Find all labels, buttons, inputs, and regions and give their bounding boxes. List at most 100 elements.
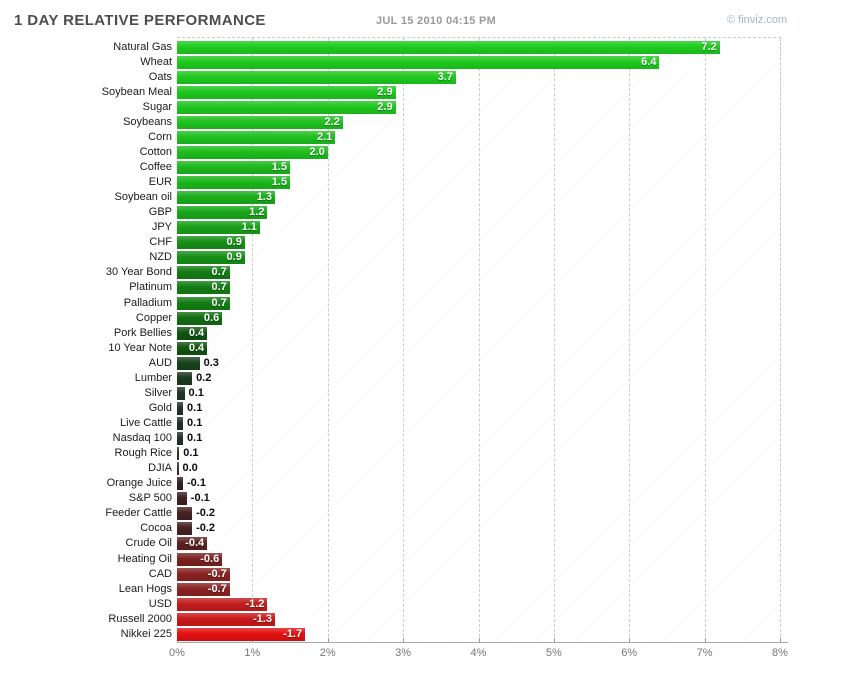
performance-bar — [177, 462, 179, 476]
bar-row: USD -1.2 — [0, 597, 864, 612]
value-label: 2.0 — [309, 145, 325, 158]
performance-bar: 7.2 — [177, 40, 720, 54]
performance-bar: -0.7 — [177, 567, 230, 581]
value-label: 0.1 — [183, 447, 199, 460]
x-axis-tick-label: 6% — [621, 647, 638, 659]
bar-row: Russell 2000 -1.3 — [0, 612, 864, 627]
performance-bar — [177, 417, 184, 430]
performance-bar — [177, 401, 184, 415]
value-label: 0.1 — [187, 401, 203, 414]
value-label: 3.7 — [437, 70, 453, 83]
category-label: Heating Oil — [117, 552, 172, 565]
category-label: DJIA — [148, 462, 172, 475]
bar-row: Wheat 6.4 — [0, 55, 864, 70]
category-label: NZD — [149, 251, 172, 264]
performance-bar: -1.3 — [177, 612, 275, 626]
category-label: Feeder Cattle — [105, 507, 172, 520]
bar-row: Feeder Cattle -0.2 — [0, 506, 864, 521]
performance-bar: 2.0 — [177, 145, 328, 159]
page-title: 1 DAY RELATIVE PERFORMANCE — [14, 12, 266, 29]
x-axis-tick — [629, 638, 631, 642]
performance-bar: 3.7 — [177, 70, 456, 84]
gridline-5pct — [553, 38, 555, 642]
x-axis-tick — [553, 638, 555, 642]
x-axis-line — [177, 642, 788, 643]
x-axis-tick — [478, 638, 480, 642]
value-label: -0.1 — [187, 477, 206, 490]
bar-row: Cotton 2.0 — [0, 145, 864, 160]
bar-row: Silver 0.1 — [0, 386, 864, 401]
value-label: -0.2 — [196, 507, 216, 520]
value-label: -0.4 — [185, 537, 205, 550]
bar-row: Sugar 2.9 — [0, 100, 864, 115]
performance-bar — [177, 432, 184, 446]
value-label: 1.1 — [241, 221, 257, 234]
x-axis-tick — [327, 638, 329, 642]
value-label: 0.1 — [188, 386, 204, 399]
value-label: -1.3 — [253, 612, 272, 625]
category-label: Pork Bellies — [113, 326, 172, 339]
bar-row: Platinum 0.7 — [0, 280, 864, 295]
value-label: 0.9 — [226, 236, 242, 249]
category-label: Crude Oil — [125, 537, 172, 550]
bar-row: Nasdaq 100 0.1 — [0, 431, 864, 446]
bar-row: Corn 2.1 — [0, 130, 864, 145]
category-label: Coffee — [139, 160, 172, 173]
x-axis-tick-label: 5% — [545, 647, 562, 659]
value-label: -1.7 — [283, 627, 303, 640]
category-label: Copper — [135, 311, 172, 324]
bar-row: Cocoa -0.2 — [0, 521, 864, 536]
finviz-watermark-link[interactable]: © finviz.com — [727, 14, 788, 26]
performance-bar — [177, 371, 193, 385]
x-axis-tick-label: 0% — [169, 647, 185, 659]
gridline-4pct — [478, 38, 480, 642]
performance-bar — [177, 356, 200, 370]
performance-bar: 1.5 — [177, 176, 291, 190]
performance-bar: 1.2 — [177, 206, 268, 220]
bar-row: Gold 0.1 — [0, 401, 864, 416]
performance-bar: -0.6 — [177, 552, 223, 566]
value-label: 1.3 — [256, 191, 272, 204]
category-label: Natural Gas — [113, 40, 172, 53]
performance-bar — [177, 492, 187, 506]
category-label: CAD — [148, 567, 172, 580]
bar-row: NZD 0.9 — [0, 250, 864, 265]
category-label: 10 Year Note — [108, 341, 172, 354]
category-label: Silver — [144, 386, 172, 399]
bar-row: Nikkei 225 -1.7 — [0, 627, 864, 642]
performance-bar: 0.7 — [177, 266, 230, 280]
performance-bar — [177, 507, 193, 521]
bar-row: JPY 1.1 — [0, 220, 864, 235]
performance-bar: 0.7 — [177, 296, 230, 310]
category-label: AUD — [148, 356, 172, 369]
performance-bar — [177, 386, 185, 400]
value-label: -0.6 — [200, 552, 220, 565]
value-label: 1.5 — [271, 160, 288, 173]
bar-row: Orange Juice -0.1 — [0, 476, 864, 491]
bar-row: Soybean oil 1.3 — [0, 190, 864, 205]
category-label: Corn — [148, 130, 172, 143]
performance-bar: 2.9 — [177, 100, 396, 114]
category-label: GBP — [148, 206, 172, 219]
value-label: 0.4 — [188, 341, 205, 354]
category-label: S&P 500 — [128, 492, 172, 505]
value-label: 0.1 — [187, 432, 203, 445]
value-label: -0.7 — [207, 582, 227, 595]
value-label: 0.0 — [182, 462, 198, 475]
bar-row: AUD 0.3 — [0, 356, 864, 371]
category-label: Sugar — [142, 100, 172, 113]
bar-row: Oats 3.7 — [0, 70, 864, 85]
category-label: Cocoa — [140, 522, 172, 535]
performance-bar: 0.7 — [177, 281, 230, 295]
category-label: Palladium — [123, 296, 172, 309]
bar-row: Rough Rice 0.1 — [0, 446, 864, 461]
x-axis-tick-label: 7% — [696, 647, 713, 659]
bar-row: GBP 1.2 — [0, 205, 864, 220]
bar-row: Natural Gas 7.2 — [0, 40, 864, 55]
value-label: 2.2 — [324, 115, 340, 128]
performance-bar: -0.4 — [177, 537, 208, 551]
value-label: 0.1 — [187, 417, 203, 429]
performance-bar — [177, 447, 180, 461]
category-label: EUR — [148, 176, 172, 189]
bar-row: Copper 0.6 — [0, 311, 864, 326]
